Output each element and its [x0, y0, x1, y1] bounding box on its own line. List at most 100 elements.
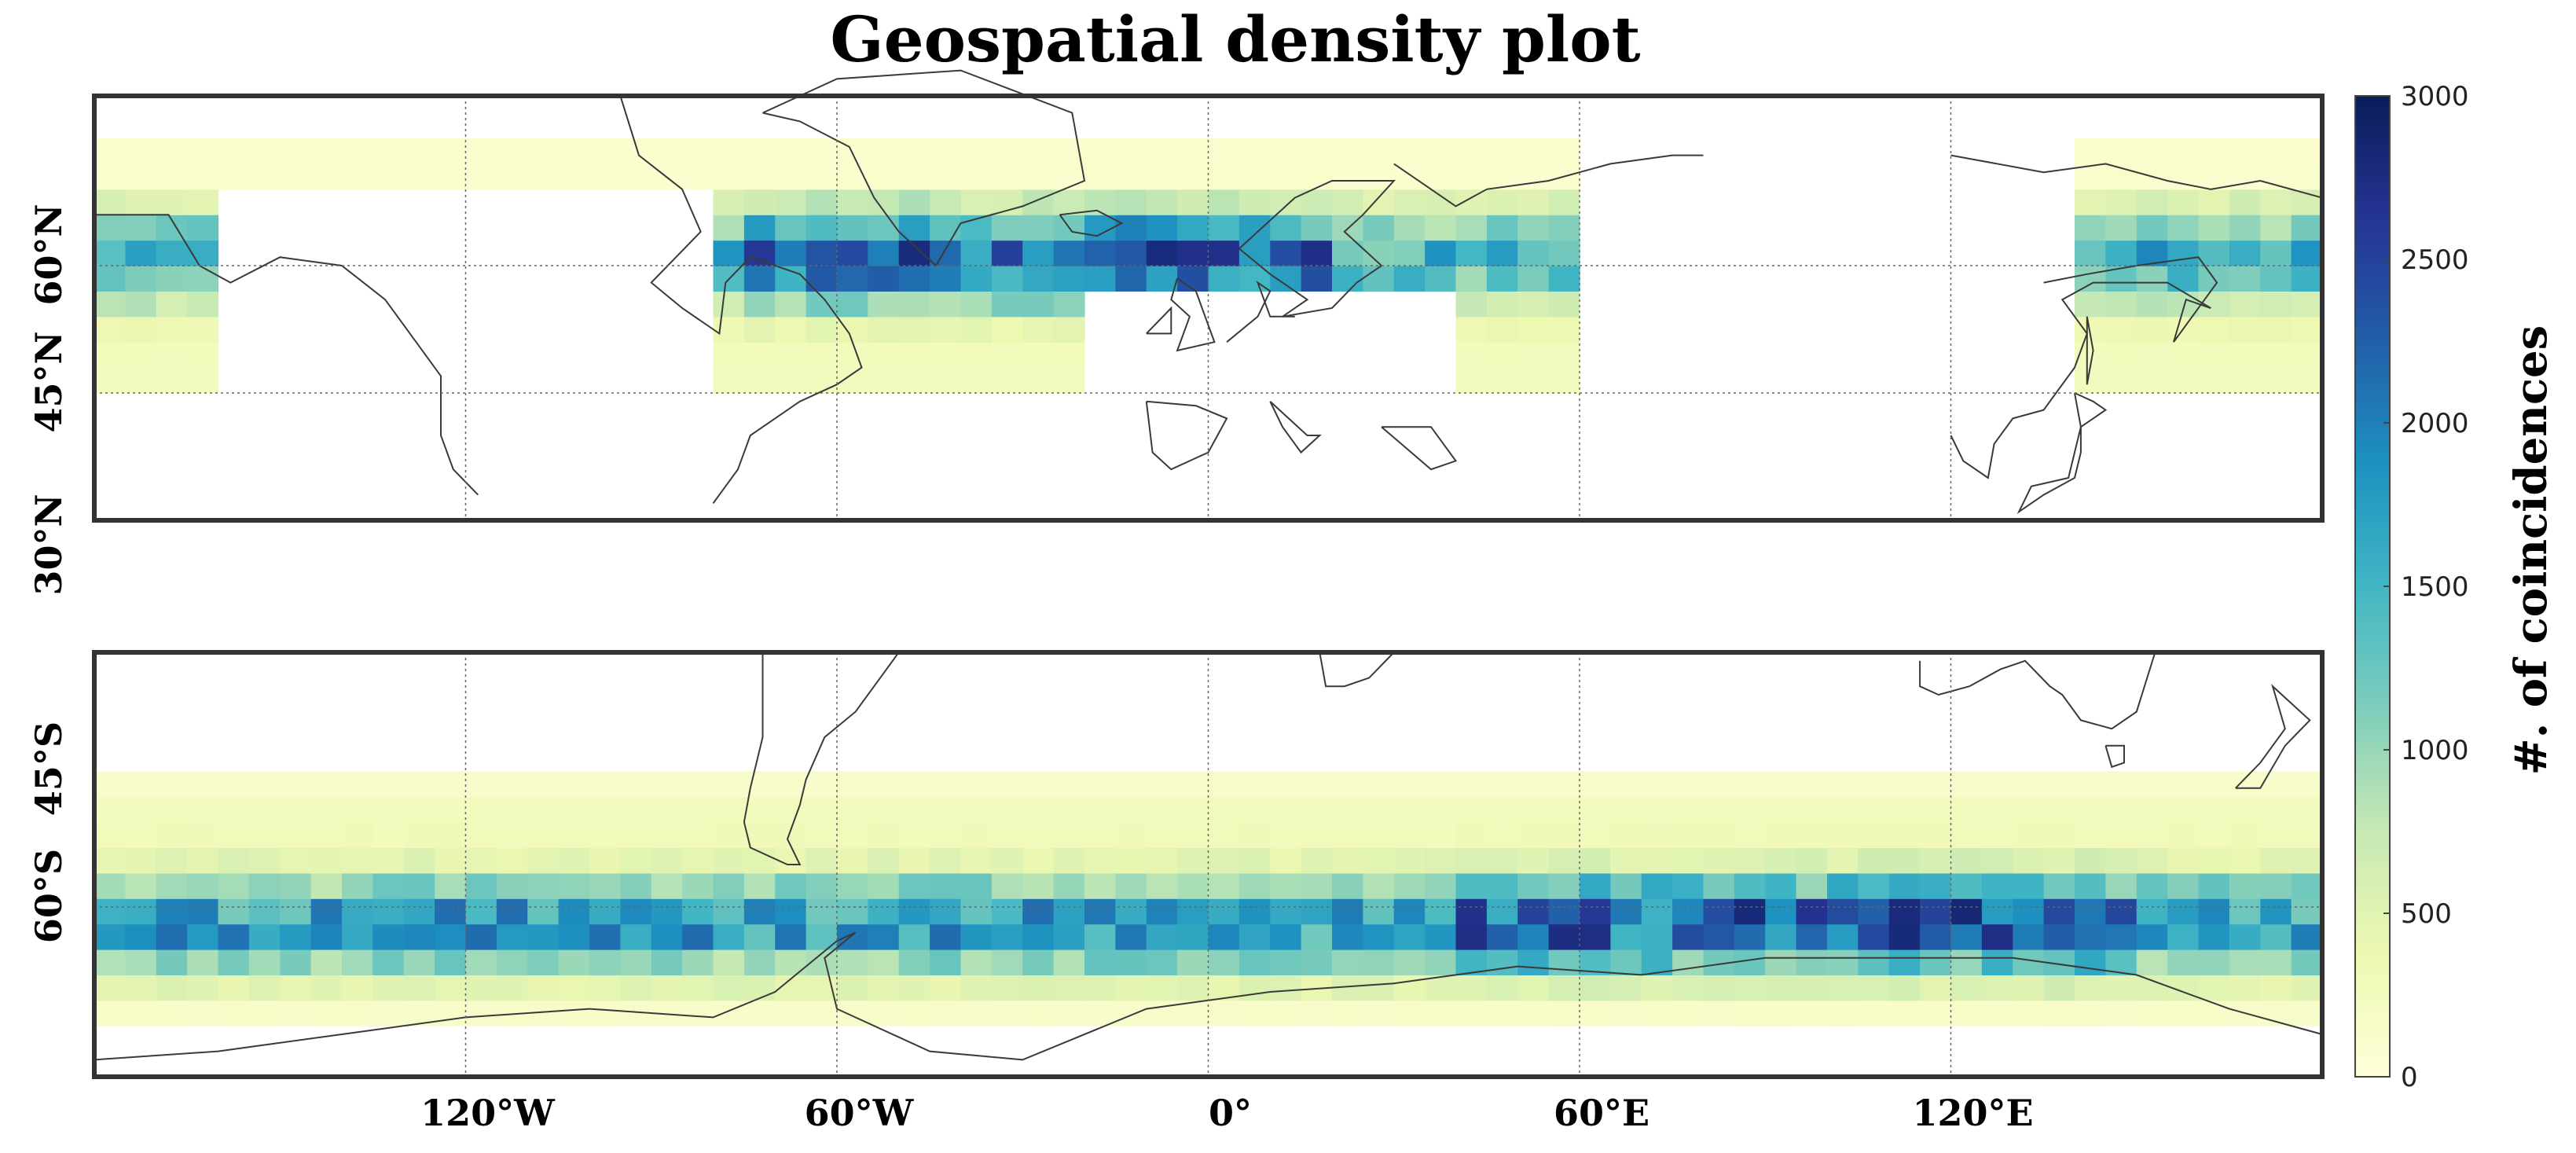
density-cell	[2198, 898, 2230, 925]
density-cell	[991, 367, 1023, 394]
density-cell	[589, 796, 621, 823]
density-cell	[187, 1000, 219, 1026]
x-tick-label: 120°E	[1912, 1092, 2033, 1134]
density-cell	[1053, 924, 1085, 950]
density-cell	[713, 240, 745, 266]
density-cell	[868, 949, 900, 975]
colorbar: 0 500 1000 1500 2000 2500 3000	[2354, 81, 2469, 1093]
density-cell	[713, 949, 745, 975]
density-cell	[2198, 872, 2230, 899]
density-cell	[1146, 898, 1178, 925]
density-cell	[1084, 215, 1116, 241]
density-cell	[1301, 1000, 1333, 1026]
density-cell	[1053, 316, 1085, 343]
density-cell	[218, 822, 250, 848]
density-cell	[496, 796, 528, 823]
density-cell	[94, 342, 126, 369]
density-cell	[1270, 796, 1302, 823]
density-cell	[125, 796, 157, 823]
density-cell	[1827, 1000, 1859, 1026]
density-cell	[1486, 924, 1518, 950]
density-cell	[1672, 898, 1704, 925]
density-cell	[1548, 796, 1580, 823]
density-cell	[2229, 822, 2261, 848]
density-cell	[94, 872, 126, 899]
density-cell	[1238, 949, 1271, 975]
density-cell	[1796, 975, 1828, 1001]
density-cell	[1888, 949, 1921, 975]
density-cell	[1332, 189, 1363, 215]
density-cell	[960, 189, 993, 215]
density-cell	[1393, 898, 1426, 925]
density-cell	[2291, 291, 2323, 318]
density-cell	[1146, 163, 1178, 190]
density-cell	[868, 316, 900, 343]
density-cell	[496, 872, 528, 899]
density-cell	[1950, 975, 1983, 1001]
density-cell	[94, 189, 126, 215]
density-cell	[1425, 822, 1457, 848]
density-cell	[2136, 898, 2168, 925]
density-cell	[1455, 342, 1488, 369]
density-cell	[2105, 291, 2137, 318]
density-cell	[1022, 189, 1055, 215]
density-cell	[930, 266, 962, 292]
density-cell	[465, 822, 497, 848]
density-cell	[1393, 266, 1426, 292]
y-tick-label: 60°S	[28, 849, 70, 943]
density-cell	[1517, 342, 1550, 369]
density-cell	[1270, 1000, 1302, 1026]
density-cell	[156, 822, 188, 848]
density-cell	[310, 898, 343, 925]
density-cell	[1796, 847, 1828, 874]
density-cell	[1455, 367, 1488, 394]
density-cell	[1238, 215, 1271, 241]
density-cell	[310, 949, 343, 975]
density-cell	[1425, 240, 1457, 266]
density-cell	[2075, 215, 2106, 241]
density-cell	[1580, 975, 1611, 1001]
density-cell	[2260, 342, 2292, 369]
density-cell	[1053, 163, 1085, 190]
density-cell	[2136, 367, 2168, 394]
density-cell	[1610, 898, 1642, 925]
density-cell	[1796, 796, 1828, 823]
density-cell	[1022, 975, 1055, 1001]
density-cell	[805, 847, 838, 874]
density-cell	[1517, 822, 1550, 848]
density-cell	[1332, 163, 1363, 190]
density-cell	[713, 847, 745, 874]
density-cell	[1641, 1000, 1673, 1026]
density-cell	[1455, 215, 1488, 241]
density-cell	[2291, 316, 2323, 343]
density-cell	[805, 796, 838, 823]
density-cell	[1393, 847, 1426, 874]
density-cell	[1238, 796, 1271, 823]
density-cell	[465, 771, 497, 798]
density-cell	[342, 771, 373, 798]
coastline	[1393, 154, 1704, 207]
density-cell	[930, 163, 962, 190]
density-cell	[94, 291, 126, 318]
density-cell	[280, 924, 312, 950]
density-cell	[403, 872, 435, 899]
density-cell	[2075, 898, 2106, 925]
density-cell	[496, 898, 528, 925]
density-cell	[1548, 189, 1580, 215]
density-cell	[775, 291, 807, 318]
density-cell	[187, 138, 219, 164]
density-cell	[1208, 847, 1240, 874]
density-cell	[620, 872, 652, 899]
density-cell	[1115, 163, 1147, 190]
density-cell	[1301, 163, 1333, 190]
density-cell	[2167, 822, 2200, 848]
density-cell	[1920, 898, 1952, 925]
density-cell	[898, 847, 930, 874]
density-cell	[187, 949, 219, 975]
density-cell	[2260, 291, 2292, 318]
density-cell	[2260, 872, 2292, 899]
density-cell	[1765, 796, 1797, 823]
density-cell	[1053, 367, 1085, 394]
density-cell	[1053, 796, 1085, 823]
density-cell	[1486, 367, 1518, 394]
